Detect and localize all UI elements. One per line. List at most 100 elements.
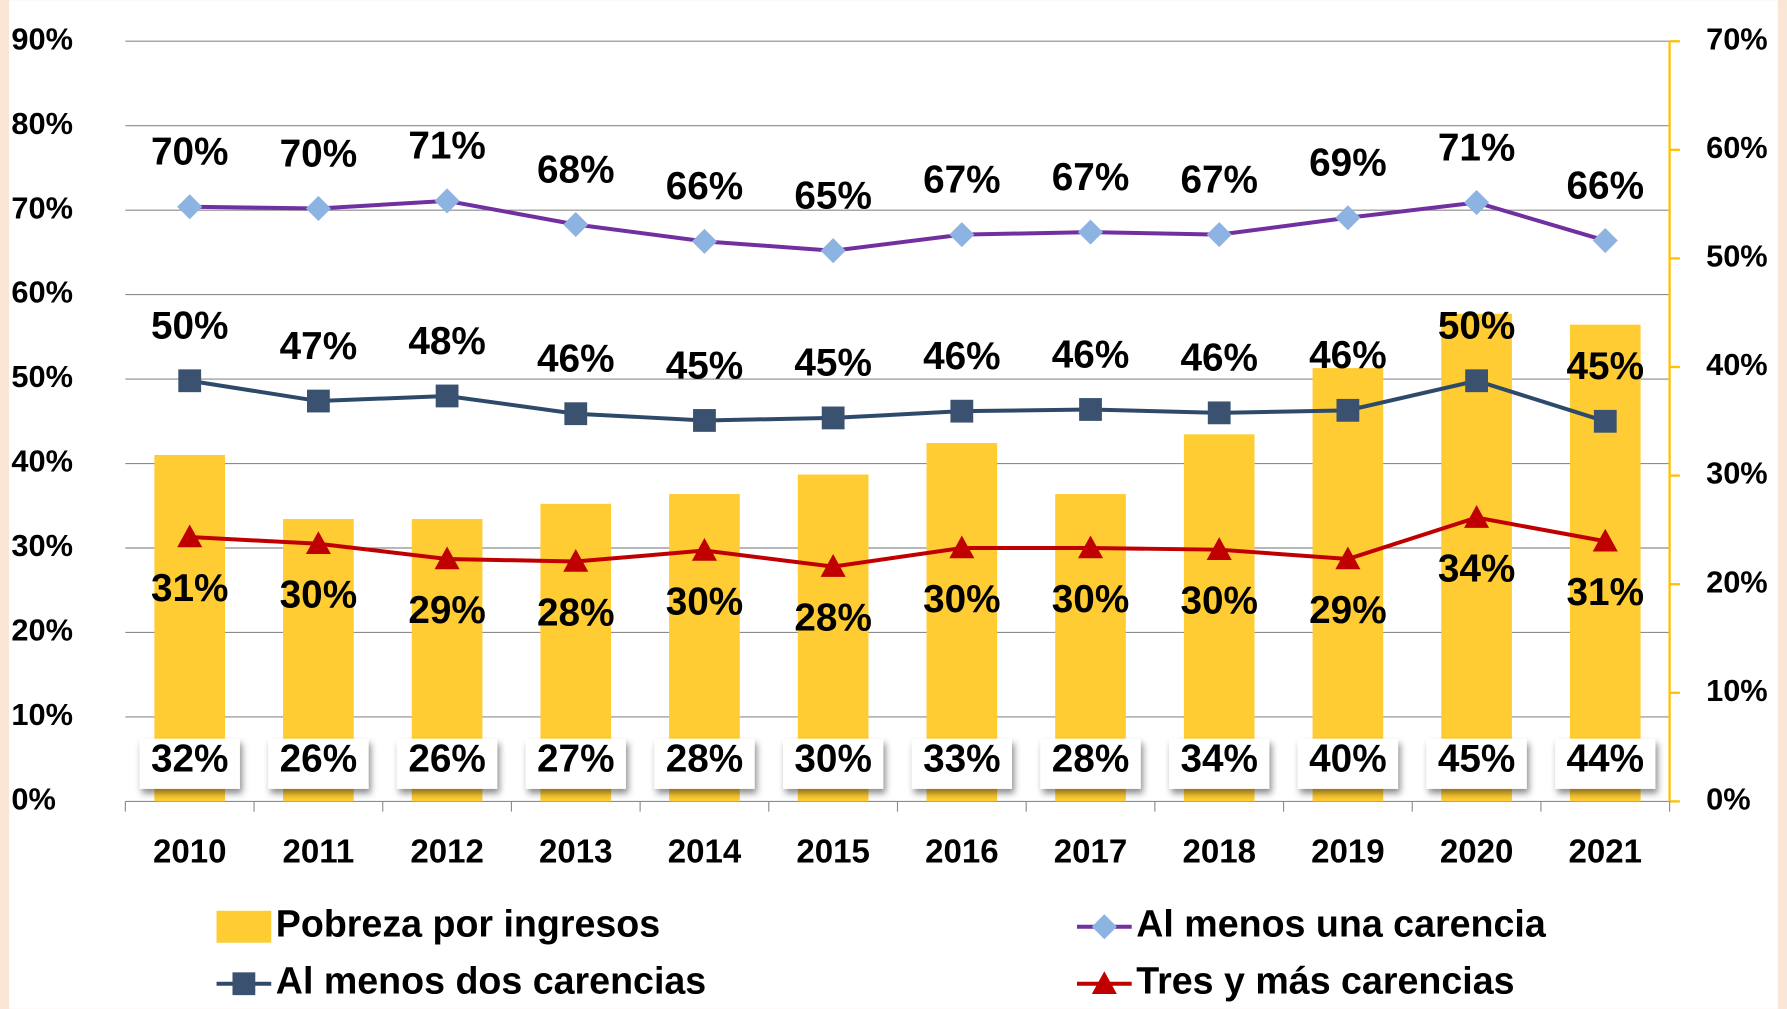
label-box [525,738,626,789]
triangle-marker [563,548,589,572]
y-tick-label: 30% [11,528,73,563]
square-marker [1465,369,1488,393]
diamond-marker [1206,222,1232,248]
label-box [1297,738,1399,789]
diamond-marker [1077,219,1104,245]
bar-value-label: 45% [1438,738,1516,781]
legend-marker [1091,914,1117,940]
triangle-marker [691,537,717,561]
triangle-marker [434,546,460,570]
x-tick-label: 2014 [668,834,742,871]
square-marker [1207,401,1231,425]
point-value-label: 47% [280,325,358,368]
series-line [189,378,1606,424]
legend-label: Tres y más carencias [1136,960,1514,1002]
y2-tick-label: 60% [1706,130,1768,165]
x-tick-label: 2011 [283,834,355,871]
point-value-label: 30% [280,574,358,617]
point-value-label: 46% [1180,337,1258,380]
diamond-marker [1592,228,1618,254]
point-value-label: 30% [666,580,744,623]
y-tick-label: 40% [11,444,73,479]
y-tick-label: 60% [11,275,73,310]
point-value-label: 45% [1567,345,1645,388]
point-value-label: 48% [408,320,486,363]
diamond-marker [1335,205,1361,231]
point-value-label: 34% [1438,547,1516,590]
label-box [1426,738,1527,789]
label-box [1555,738,1656,789]
label-box [1040,738,1141,789]
point-value-label: 70% [151,131,229,174]
bar-value-label: 27% [537,738,615,781]
triangle-marker [1335,546,1361,570]
triangle-marker [305,531,331,555]
bar [1312,368,1384,802]
point-value-label: 50% [151,305,229,348]
y2-tick-label: 0% [1706,782,1750,817]
point-value-label: 29% [1309,589,1387,632]
point-value-label: 68% [537,148,615,191]
point-value-label: 28% [537,591,615,634]
x-tick-label: 2012 [410,834,484,871]
point-value-label: 66% [666,165,744,208]
square-marker [1336,398,1360,422]
legend-marker [232,972,256,996]
point-value-label: 30% [1052,578,1130,621]
diamond-marker [177,194,203,220]
legend-label: Al menos una carencia [1136,903,1547,945]
square-marker [435,384,459,408]
point-value-label: 29% [408,589,486,632]
x-tick-label: 2013 [539,834,613,871]
square-marker [950,399,974,423]
point-value-label: 65% [794,175,872,218]
label-box [782,738,884,789]
y-tick-label: 70% [11,190,73,225]
point-value-label: 50% [1438,305,1516,348]
bar-value-label: 26% [408,738,486,781]
y2-tick-label: 40% [1706,347,1768,382]
point-value-label: 31% [151,567,229,610]
point-value-label: 46% [1309,334,1387,377]
y-tick-label: 0% [11,782,55,817]
legend-marker [1091,971,1117,994]
point-value-label: 28% [794,596,872,639]
y-tick-label: 10% [11,697,73,732]
y2-tick-label: 10% [1706,673,1768,708]
point-value-label: 45% [794,342,872,385]
square-marker [1079,398,1102,421]
bar-value-label: 34% [1180,738,1258,781]
x-tick-label: 2016 [925,834,999,871]
square-marker [693,409,716,432]
triangle-marker [177,524,203,548]
label-box [396,738,498,789]
x-tick-label: 2018 [1182,834,1256,871]
y-tick-label: 80% [11,106,73,141]
point-value-label: 67% [1180,158,1258,201]
triangle-marker [949,535,975,559]
x-tick-label: 2017 [1054,834,1128,871]
point-value-label: 66% [1567,164,1645,207]
x-tick-label: 2015 [796,834,870,871]
x-tick-label: 2020 [1440,834,1514,871]
diamond-marker [305,195,331,221]
bar-value-label: 32% [151,738,229,781]
y-tick-label: 20% [11,613,73,648]
y2-tick-label: 50% [1706,239,1768,274]
point-value-label: 30% [1180,579,1258,622]
point-value-label: 67% [1052,156,1130,199]
y-tick-label: 90% [11,21,73,56]
point-value-label: 46% [537,338,615,381]
legend-swatch [216,910,272,943]
y-tick-label: 50% [11,359,73,394]
label-box [268,738,369,789]
triangle-marker [1077,535,1104,559]
x-tick-label: 2019 [1311,834,1385,871]
legend-label: Pobreza por ingresos [276,903,660,945]
square-marker [306,389,330,413]
legend-label: Al menos dos carencias [276,960,706,1002]
bar-value-label: 26% [280,738,358,781]
point-value-label: 45% [666,344,744,387]
series-line [189,515,1606,569]
